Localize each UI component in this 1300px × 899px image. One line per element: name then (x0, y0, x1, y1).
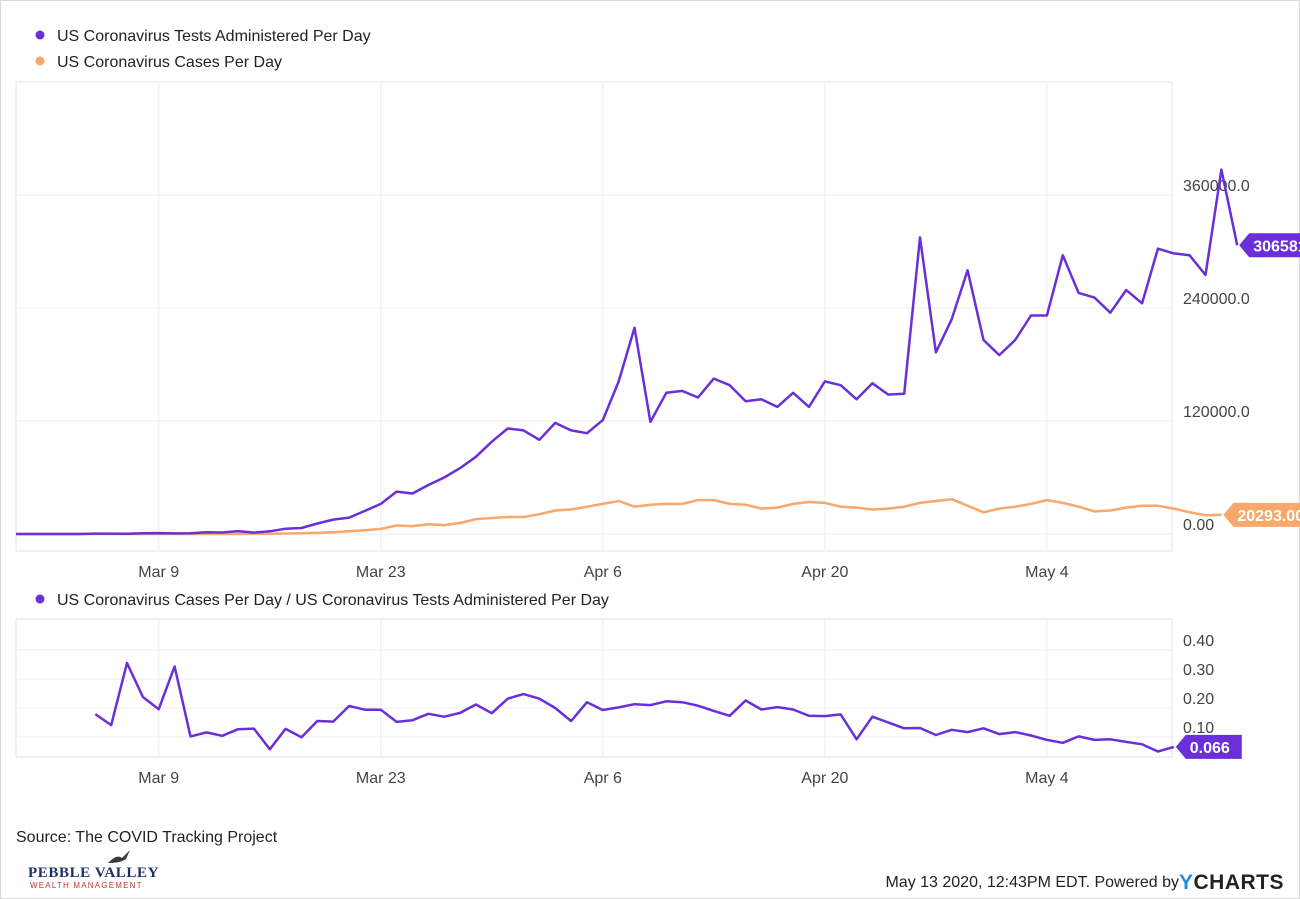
pebble-valley-logo: PEBBLE VALLEY WEALTH MANAGEMENT (28, 849, 168, 890)
series-line (94, 661, 1175, 753)
x-tick-label: May 4 (1025, 564, 1069, 581)
top-panel: Mar 9 Mar 23 Apr 6 Apr 20 May 4 0.00 120000.0 2… (15, 81, 1300, 581)
legend-label: US Coronavirus Tests Administered Per Da… (57, 28, 371, 45)
legend-label: US Coronavirus Cases Per Day / US Corona… (57, 592, 609, 609)
y-tick-label: 0.00 (1183, 517, 1214, 534)
plot-border (15, 81, 1173, 552)
legend-marker (35, 56, 45, 66)
bottom-panel: Mar 9 Mar 23 Apr 6 Apr 20 May 4 0.10 0.20 0.30 0… (15, 618, 1242, 787)
last-value-label: 0.066 (1190, 740, 1230, 757)
ycharts-logo-y: Y (1178, 871, 1194, 894)
y-tick-label: 0.30 (1183, 662, 1214, 679)
footer-powered-by: Powered by (1094, 874, 1179, 891)
x-tick-label: Apr 20 (801, 770, 848, 787)
y-tick-label: 240000.0 (1183, 291, 1250, 308)
x-tick-label: Apr 6 (584, 564, 622, 581)
y-tick-label: 120000.0 (1183, 404, 1250, 421)
legend-bottom: US Coronavirus Cases Per Day / US Corona… (35, 592, 609, 609)
footer: May 13 2020, 12:43PM EDT. Powered byYCHA… (885, 871, 1284, 895)
ycharts-logo-text: CHARTS (1193, 871, 1284, 894)
y-tick-label: 0.20 (1183, 691, 1214, 708)
plot-border (15, 618, 1173, 758)
legend-marker (35, 30, 45, 40)
legend-label: US Coronavirus Cases Per Day (57, 54, 282, 71)
x-tick-label: May 4 (1025, 770, 1069, 787)
last-value-tag (1239, 233, 1300, 258)
footer-timestamp: May 13 2020, 12:43PM EDT. (885, 874, 1091, 891)
last-value-label: 20293.00 (1237, 508, 1300, 525)
logo-subtitle: WEALTH MANAGEMENT (30, 881, 143, 890)
series-line (16, 168, 1239, 536)
y-tick-label: 0.10 (1183, 720, 1214, 737)
y-tick-label: 360000.0 (1183, 178, 1250, 195)
last-value-tag (1175, 734, 1242, 759)
logo-name: PEBBLE VALLEY (28, 865, 160, 881)
x-tick-label: Mar 23 (356, 564, 406, 581)
ycharts-logo[interactable]: YCHARTS (1179, 871, 1284, 894)
x-tick-label: Mar 23 (356, 770, 406, 787)
last-value-tag (1223, 502, 1300, 527)
source-text: Source: The COVID Tracking Project (16, 829, 278, 846)
y-tick-label: 0.40 (1183, 633, 1214, 650)
x-tick-label: Apr 20 (801, 564, 848, 581)
legend-marker (35, 594, 45, 604)
x-tick-label: Mar 9 (138, 564, 179, 581)
x-tick-label: Mar 9 (138, 770, 179, 787)
legend-top: US Coronavirus Tests Administered Per Da… (35, 28, 371, 71)
x-tick-label: Apr 6 (584, 770, 622, 787)
series-line (16, 497, 1222, 536)
bird-icon (108, 850, 130, 863)
last-value-label: 306581.0 (1253, 238, 1300, 255)
